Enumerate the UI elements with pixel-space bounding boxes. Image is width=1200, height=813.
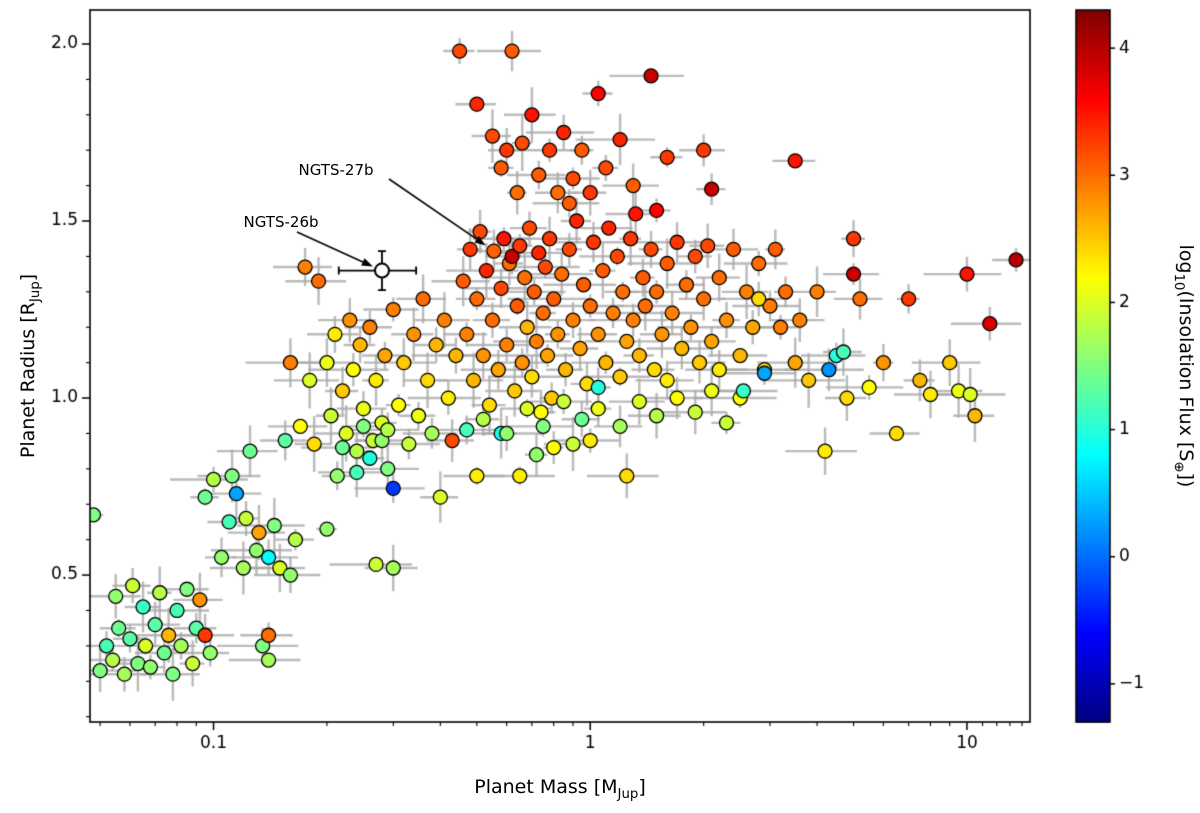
colorbar-label-close: ]) [1174, 472, 1197, 488]
y-axis-label: Planet Radius [RJup] [17, 274, 43, 458]
x-axis-label-text: Planet Mass [M [474, 776, 618, 798]
colorbar-label-log: log [1174, 244, 1197, 274]
colorbar-label-text: (Insolation Flux [S [1174, 290, 1197, 462]
x-axis-label: Planet Mass [MJup] [90, 776, 1030, 802]
colorbar-label: log10(Insolation Flux [S⊕]) [1171, 245, 1197, 488]
y-axis-label-text: Planet Radius [R [17, 302, 40, 459]
annotation-ngts-27b: NGTS-27b [298, 161, 374, 179]
colorbar-label-logsub: 10 [1171, 273, 1187, 291]
y-axis-label-sub: Jup [27, 281, 43, 303]
annotation-ngts-26b: NGTS-26b [243, 213, 319, 231]
x-axis-label-sub: Jup [617, 786, 639, 802]
colorbar-label-earthsub: ⊕ [1171, 461, 1187, 473]
y-axis-label-close: ] [17, 273, 40, 282]
x-axis-label-close: ] [638, 776, 646, 798]
